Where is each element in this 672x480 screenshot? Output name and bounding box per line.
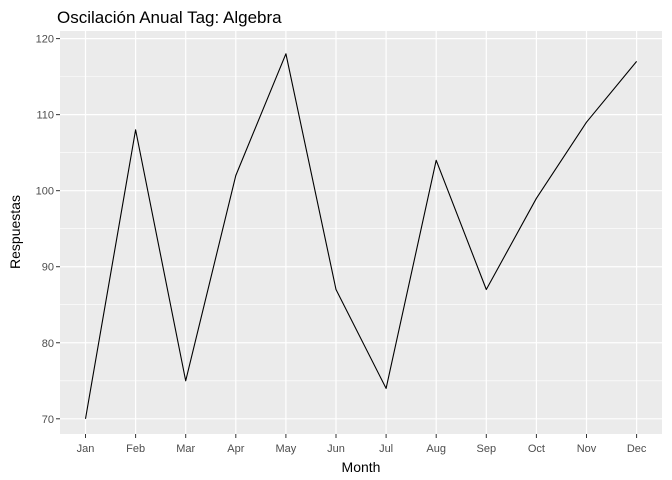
x-tick-label: Jun [327,443,345,455]
x-axis-title: Month [342,459,381,475]
y-tick-label: 90 [42,262,54,274]
series-line [84,53,638,419]
plot-panel [60,31,662,434]
major-gridlines [60,31,662,434]
x-tick-label: May [276,443,297,455]
x-tick-label: Oct [528,443,545,455]
x-tick-label: Aug [426,443,446,455]
y-tick-label: 80 [42,338,54,350]
x-tick-label: Mar [176,443,195,455]
x-tick-label: Dec [627,443,647,455]
x-tick-label: Feb [126,443,145,455]
y-axis: 70 80 90 100 110 120 [36,34,60,426]
x-tick-label: Apr [227,443,244,455]
x-tick-label: Jul [379,443,393,455]
y-axis-title: Respuestas [7,195,23,269]
y-tick-label: 70 [42,414,54,426]
chart-title: Oscilación Anual Tag: Algebra [57,8,282,27]
y-tick-label: 110 [36,110,54,122]
minor-gridlines [60,76,662,382]
y-tick-label: 120 [36,34,54,46]
y-tick-label: 100 [36,186,54,198]
x-tick-label: Jan [77,443,95,455]
x-tick-label: Nov [577,443,597,455]
x-tick-label: Sep [477,443,497,455]
series-line-group [84,53,638,419]
x-axis: Jan Feb Mar Apr May Jun Jul Aug Sep Oct Nov Dec [77,434,647,455]
